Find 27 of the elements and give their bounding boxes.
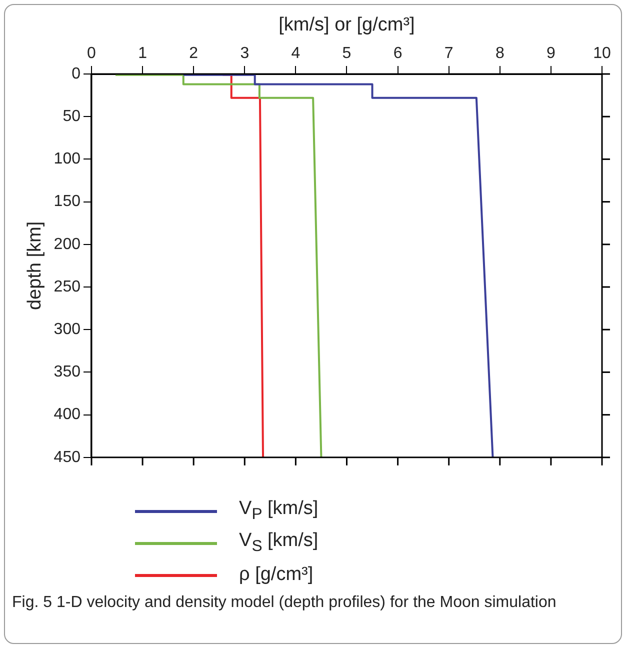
x-tick-label: 1 xyxy=(138,44,148,62)
legend-label: ρ [g/cm³] xyxy=(239,564,314,586)
x-tick-label: 8 xyxy=(495,44,504,62)
y-axis-title: depth [km] xyxy=(24,221,46,310)
y-tick-label: 450 xyxy=(54,448,81,466)
y-tick-label: 300 xyxy=(54,321,81,338)
y-tick-label: 250 xyxy=(54,278,81,296)
x-tick-label: 7 xyxy=(444,44,454,62)
x-tick-label: 2 xyxy=(189,44,198,62)
x-tick-label: 5 xyxy=(342,44,352,62)
x-tick-label: 9 xyxy=(546,44,556,62)
y-tick-label: 50 xyxy=(62,108,81,126)
y-tick-label: 150 xyxy=(54,193,81,210)
x-axis-title: [km/s] or [g/cm³] xyxy=(278,14,415,36)
y-tick-label: 100 xyxy=(54,150,81,168)
x-tick-label: 3 xyxy=(240,44,250,62)
y-tick-label: 200 xyxy=(54,236,81,253)
x-tick-label: 0 xyxy=(87,44,96,62)
y-tick-label: 350 xyxy=(54,364,81,381)
x-tick-label: 4 xyxy=(291,44,300,62)
caption: Fig. 5 1-D velocity and density model (depth profiles) for the Moon simulation xyxy=(12,593,558,613)
y-tick-label: 400 xyxy=(54,406,81,424)
legend-label: V$_{S}$ [km/s] xyxy=(239,530,318,556)
x-tick-label: 6 xyxy=(393,44,402,62)
x-tick-label: 10 xyxy=(593,44,611,62)
y-tick-label: 0 xyxy=(72,65,81,82)
legend-label: V$_{P}$ [km/s] xyxy=(239,498,318,524)
